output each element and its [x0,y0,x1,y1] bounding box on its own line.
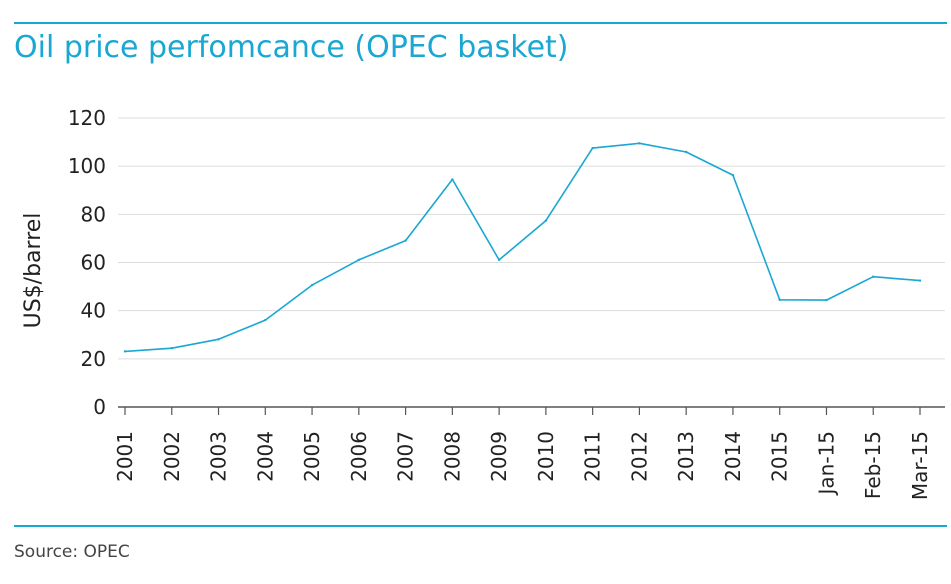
data-point [310,283,314,287]
y-tick-label: 0 [93,395,106,419]
x-tick-labels: 2001 2002 2003 2004 2005 2006 2007 2008 2009 2010… [113,431,932,500]
source-note: Source: OPEC [14,542,130,562]
axis-layer [118,406,945,415]
y-tick-label: 120 [68,106,106,130]
x-tick-label: 2007 [394,431,418,482]
x-tick-label: 2004 [253,431,277,482]
data-point [451,178,454,181]
y-axis-label: US$/barrel [21,213,46,329]
data-point [217,338,220,341]
data-point [684,150,688,154]
series-layer [123,142,922,353]
x-tick-label: 2012 [627,431,651,482]
x-tick-label: 2010 [534,431,558,482]
data-point [638,142,641,145]
y-tick-label: 20 [81,347,106,371]
grid-layer [118,117,945,360]
series-line [124,142,921,353]
x-tick-label: Mar-15 [908,431,932,500]
data-point [731,173,735,177]
x-tick-label: Jan-15 [814,431,838,497]
data-point [404,239,407,242]
top-rule [14,22,947,24]
y-tick-label: 40 [81,299,106,323]
y-tick-label: 80 [81,202,106,226]
data-point [357,258,361,262]
data-point [123,350,127,353]
x-tick-label: 2011 [581,431,605,482]
data-point [170,347,173,350]
x-tick-label: 2006 [347,431,371,482]
x-tick-label: 2008 [440,431,464,482]
data-point [264,318,267,322]
x-tick-label: Feb-15 [861,431,885,499]
x-tick-label: 2003 [207,431,231,482]
x-tick-label: 2005 [300,431,324,482]
data-point [591,146,594,150]
bottom-rule [14,525,947,527]
line-chart: 0 20 40 60 80 100 120 2001 2002 2003 2004 2005 2006… [21,106,945,500]
data-point [872,275,875,278]
y-tick-label: 100 [68,154,106,178]
x-tick-label: 2001 [113,431,137,482]
y-tick-label: 60 [81,251,106,275]
data-point [544,219,548,222]
x-tick-label: 2013 [674,431,698,482]
x-tick-label: 2015 [768,431,792,482]
x-tick-label: 2009 [487,431,511,482]
data-point [918,279,922,282]
x-tick-label: 2002 [160,431,184,482]
chart-title: Oil price perfomcance (OPEC basket) [14,30,569,65]
data-point [497,258,501,262]
data-point [825,298,828,302]
x-tick-label: 2014 [721,431,745,482]
data-point [778,298,781,302]
y-tick-labels: 0 20 40 60 80 100 120 [68,106,106,419]
